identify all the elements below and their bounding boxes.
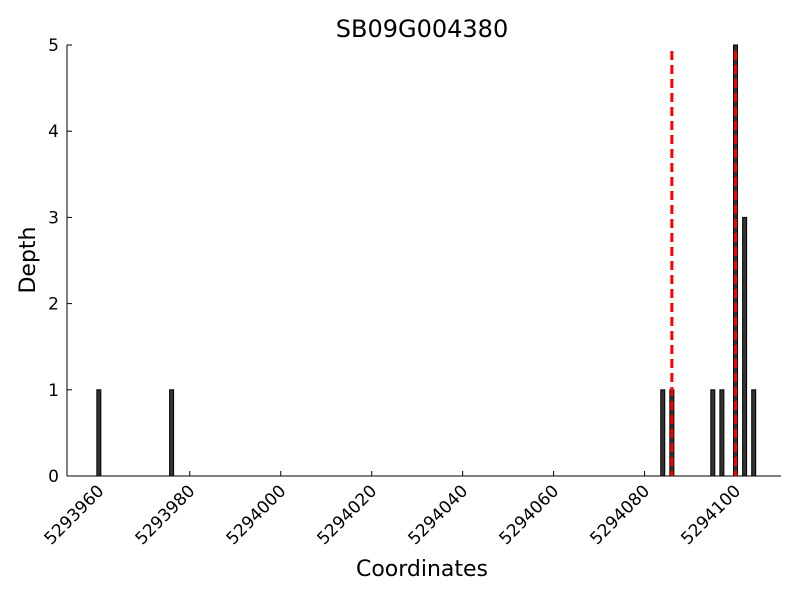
x-tick-label: 5294060 xyxy=(495,481,563,549)
bar xyxy=(719,389,725,477)
x-tick-label: 5294080 xyxy=(586,481,654,549)
y-tick-label: 3 xyxy=(48,208,59,228)
bar xyxy=(169,389,175,477)
y-tick-label: 2 xyxy=(48,295,59,315)
bar xyxy=(710,389,716,477)
x-tick-label: 5294100 xyxy=(677,481,745,549)
chart-title: SB09G004380 xyxy=(336,15,508,43)
x-tick-label: 5293960 xyxy=(41,481,109,549)
bar xyxy=(742,216,748,477)
bar xyxy=(96,389,102,477)
x-axis-label: Coordinates xyxy=(356,557,488,582)
y-tick-label: 1 xyxy=(48,381,59,401)
y-tick-label: 0 xyxy=(48,467,59,487)
plot-area: 0 1 2 3 4 5 5293960 5293980 5294000 5294020 529404… xyxy=(41,36,781,549)
bar xyxy=(733,44,739,477)
x-tick-label: 5294040 xyxy=(405,481,473,549)
y-tick-label: 4 xyxy=(48,122,59,142)
x-tick-label: 5293980 xyxy=(132,481,200,549)
bar xyxy=(660,389,666,477)
x-tick-label: 5294000 xyxy=(223,481,291,549)
y-tick-label: 5 xyxy=(48,36,59,56)
bar xyxy=(751,389,757,477)
x-tick-label: 5294020 xyxy=(314,481,382,549)
y-axis-label: Depth xyxy=(16,226,41,293)
